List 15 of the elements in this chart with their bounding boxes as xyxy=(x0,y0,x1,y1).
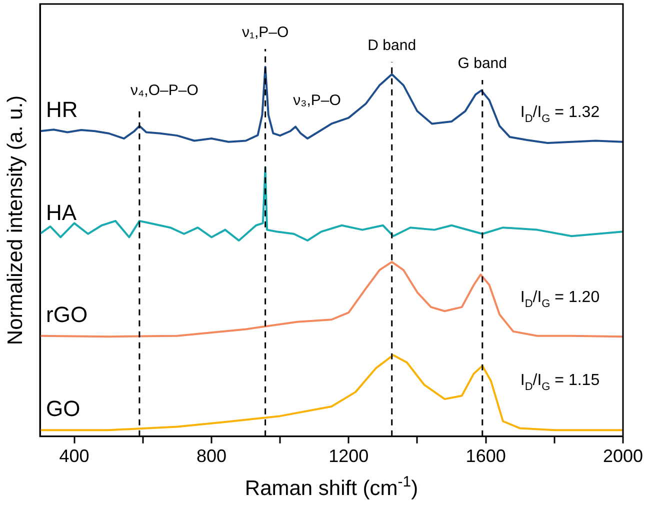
series-label: rGO xyxy=(46,302,88,327)
series-label: HA xyxy=(46,200,77,225)
series-label: GO xyxy=(46,396,80,422)
x-tick-label: 800 xyxy=(196,446,226,466)
ref-line-label: D band xyxy=(368,37,416,54)
series-label: HR xyxy=(46,97,78,122)
annotation: ν₃,P–O xyxy=(293,92,341,109)
ref-line-label: ν₁,P–O xyxy=(242,24,289,41)
x-tick-label: 1200 xyxy=(328,446,369,466)
x-tick-label: 1600 xyxy=(466,446,506,466)
ref-line-label: ν₄,O–P–O xyxy=(130,82,198,99)
ref-line-label: G band xyxy=(458,55,508,72)
x-tick-label: 2000 xyxy=(602,446,644,466)
x-tick-label: 400 xyxy=(59,446,90,466)
y-axis-title: Normalized intensity (a. u.) xyxy=(4,95,27,346)
